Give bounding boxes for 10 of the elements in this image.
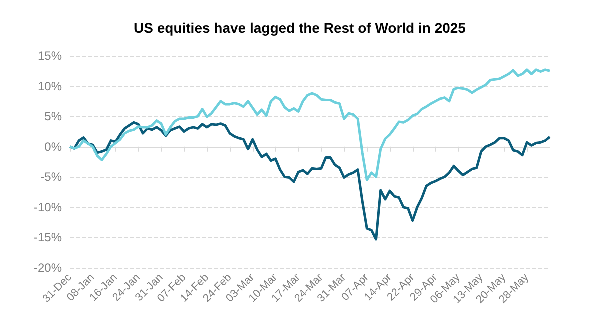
y-tick-label: 5%: [44, 110, 62, 124]
line-series: [68, 68, 552, 182]
y-tick-label: 15%: [38, 49, 62, 63]
chart-title: US equities have lagged the Rest of World in 2025: [134, 20, 466, 36]
y-tick-label: -15%: [34, 230, 62, 245]
y-tick-label: -20%: [34, 261, 62, 275]
y-tick-label: 10%: [38, 79, 62, 94]
y-tick-label: 0%: [44, 140, 62, 154]
y-tick-label: -10%: [34, 200, 62, 214]
y-tick-label: -5%: [40, 170, 62, 184]
